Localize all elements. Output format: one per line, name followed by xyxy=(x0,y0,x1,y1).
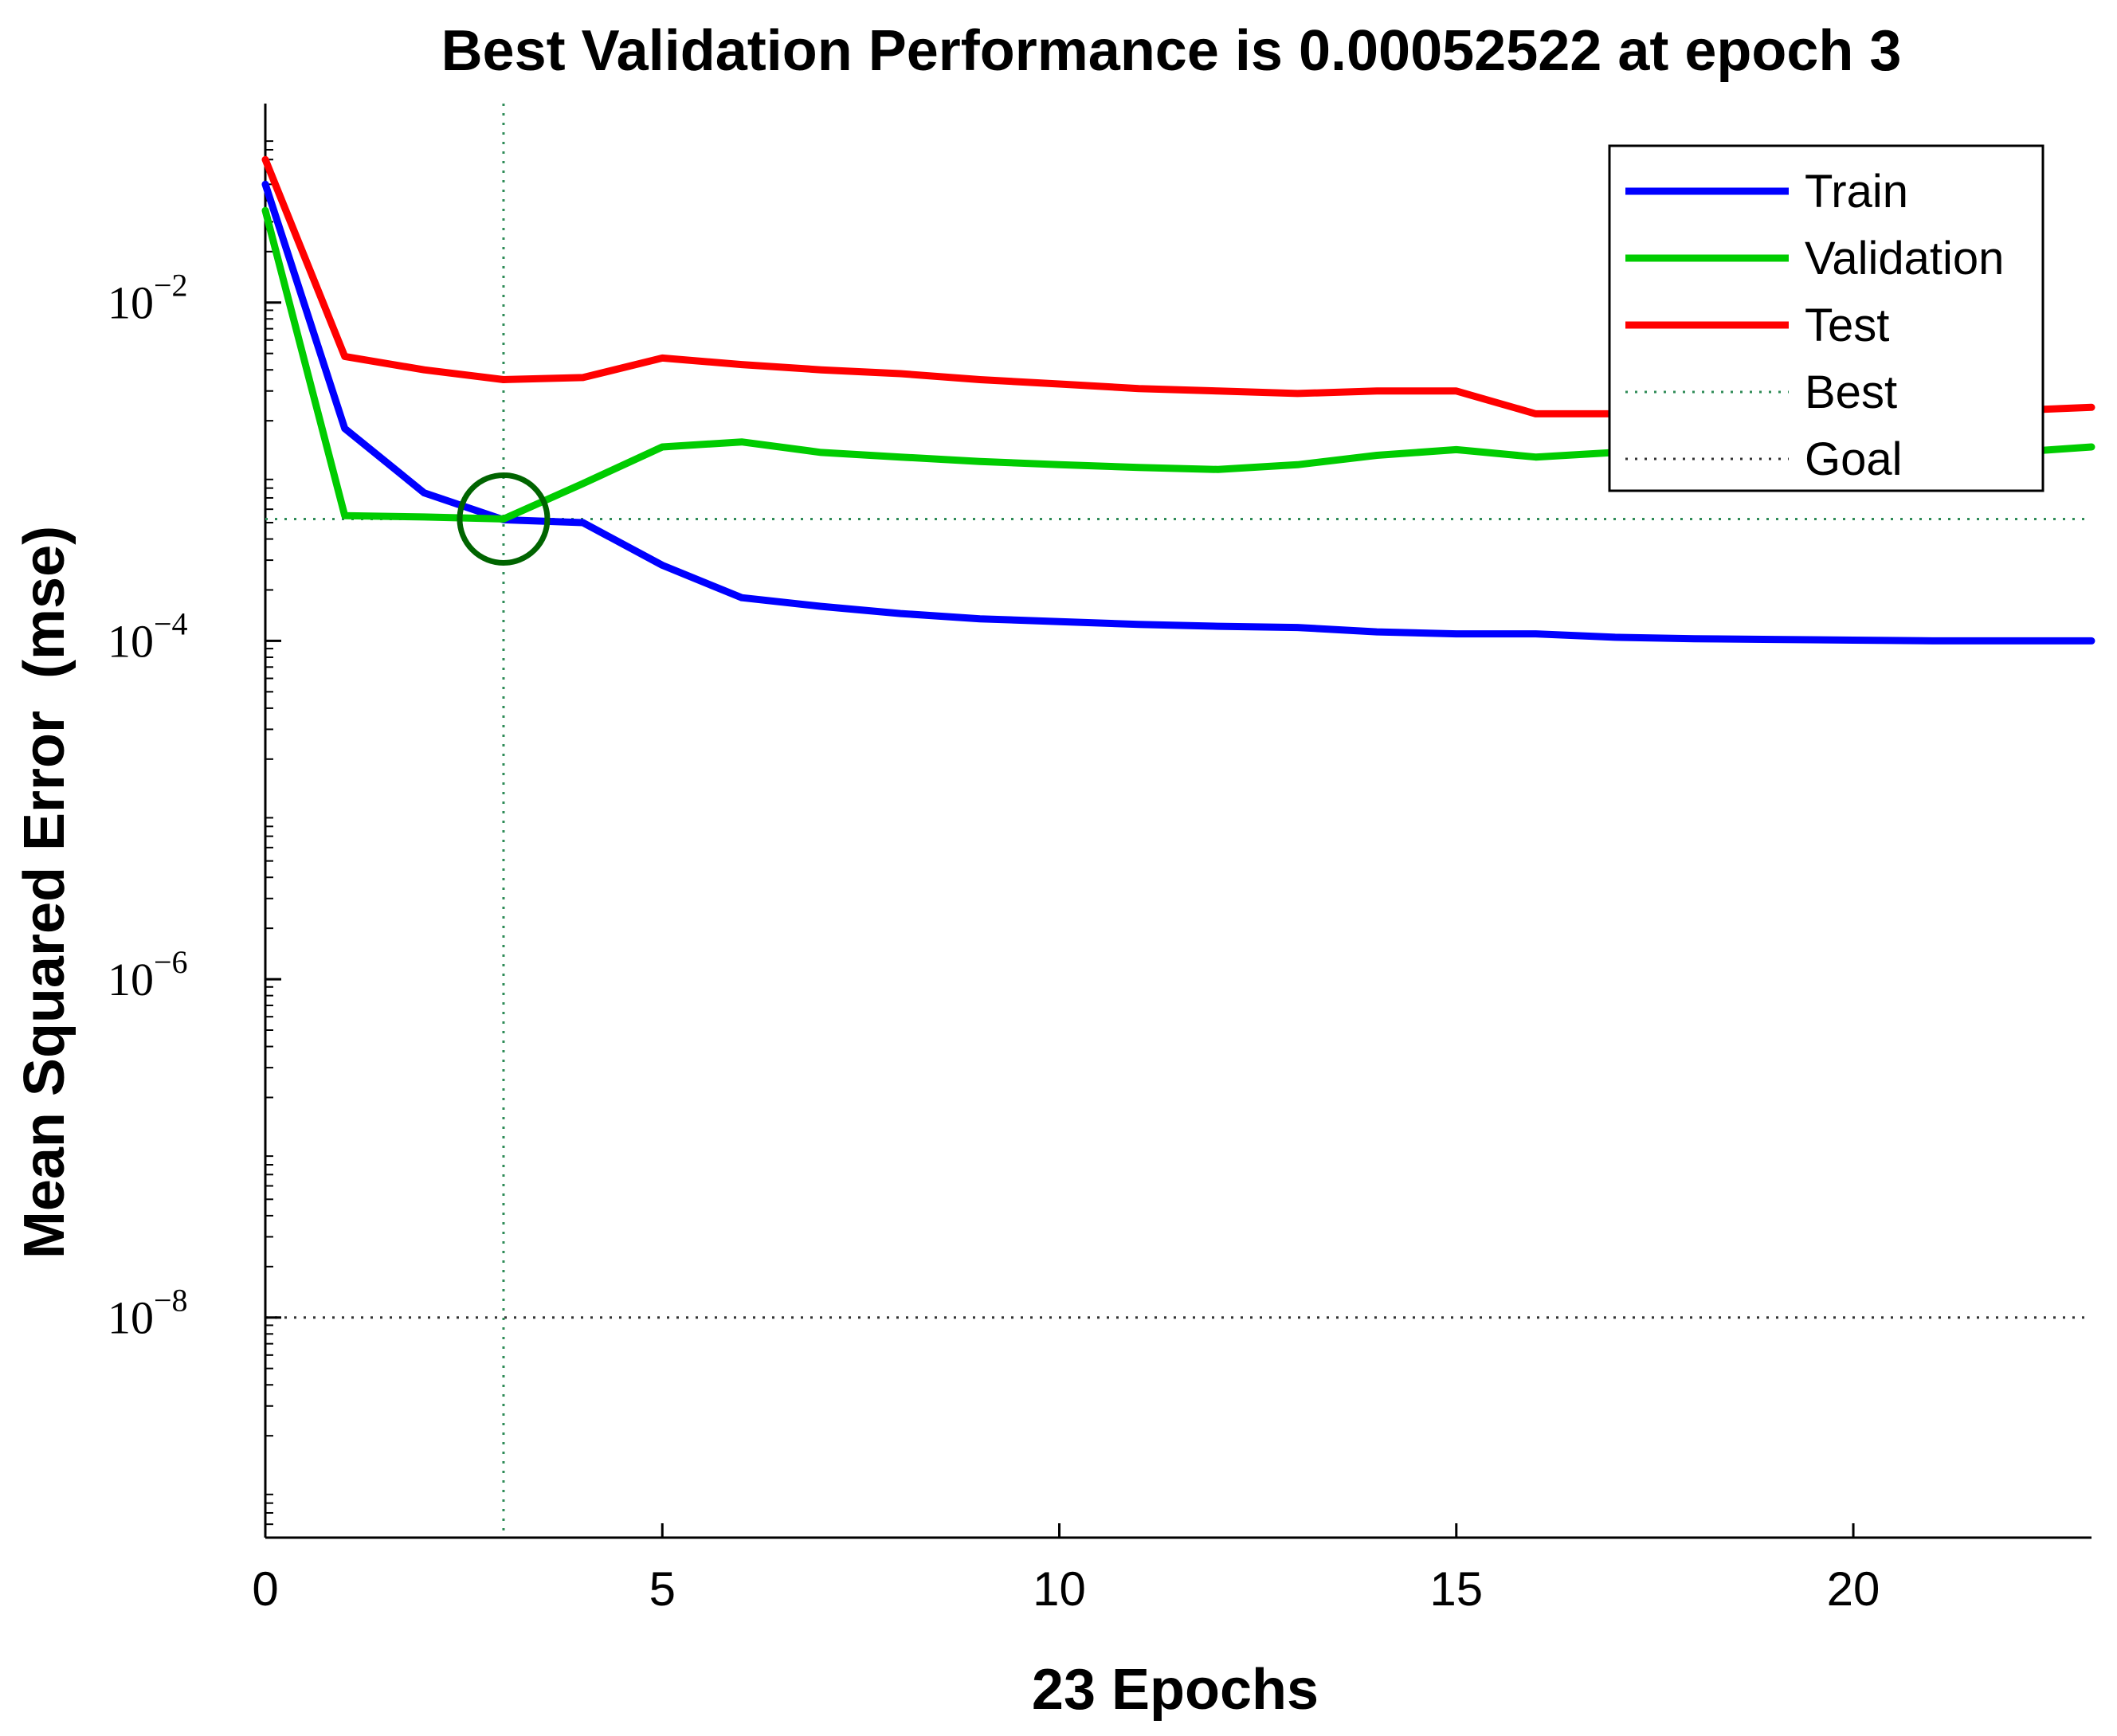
y-tick-label: 10−2 xyxy=(108,268,188,329)
x-tick-label: 0 xyxy=(252,1562,278,1616)
y-tick-label: 10−6 xyxy=(108,944,188,1005)
best-marker-circle xyxy=(457,472,551,566)
x-axis-label: 23 Epochs xyxy=(1032,1658,1319,1722)
legend-box xyxy=(1608,144,2044,492)
legend-label-validation: Validation xyxy=(1805,233,2004,284)
legend-label-train: Train xyxy=(1805,166,1908,217)
legend: Train Validation Test Best Goal xyxy=(1608,144,2044,492)
legend-label-test: Test xyxy=(1805,300,1889,351)
x-tick-label: 10 xyxy=(1033,1562,1086,1616)
x-tick-label: 5 xyxy=(649,1562,676,1616)
best-marker-group xyxy=(457,472,551,566)
legend-label-best: Best xyxy=(1805,366,1897,418)
x-tick-label: 15 xyxy=(1429,1562,1483,1616)
chart-title: Best Validation Performance is 0.0005252… xyxy=(441,19,1902,83)
legend-label-goal: Goal xyxy=(1805,433,1903,485)
x-tick-label: 20 xyxy=(1827,1562,1880,1616)
y-axis-label: Mean Squared Error (mse) xyxy=(13,526,76,1259)
axis-ticks: 0 5 10 15 20 10−8 10−6 10−4 10−2 xyxy=(108,140,1880,1616)
series-line-train xyxy=(261,180,2095,645)
y-tick-label: 10−8 xyxy=(108,1283,188,1344)
y-tick-label: 10−4 xyxy=(108,605,188,667)
reference-lines xyxy=(265,104,2092,1538)
